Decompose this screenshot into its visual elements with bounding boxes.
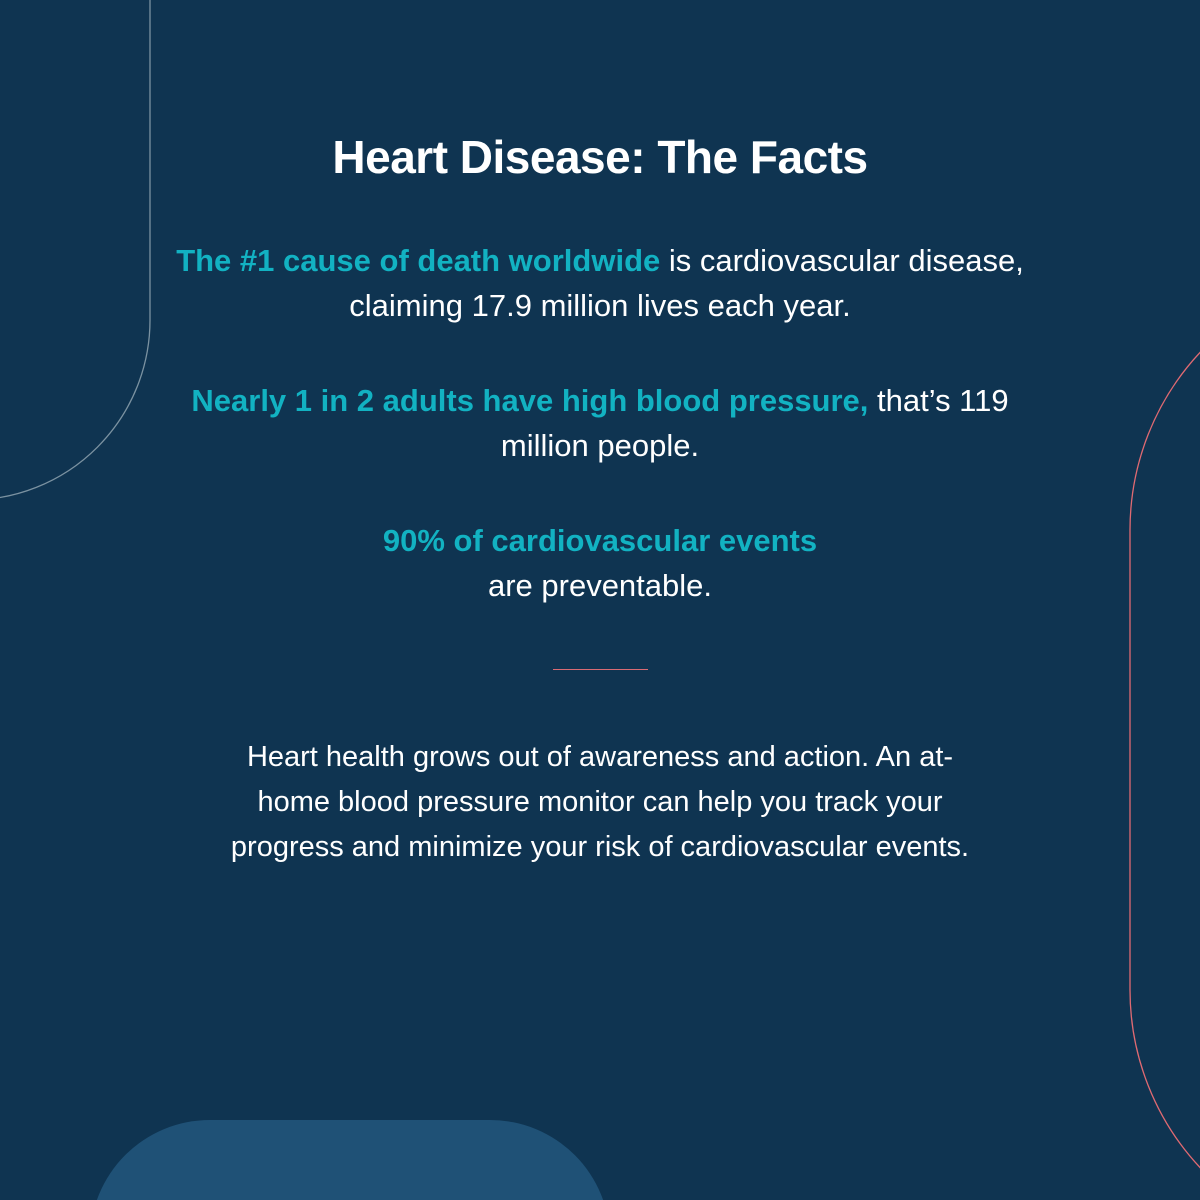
divider-line [553, 669, 648, 670]
fact-3: 90% of cardiovascular events are prevent… [383, 519, 817, 609]
fact-3-highlight: 90% of cardiovascular events [383, 523, 817, 558]
content-area: Heart Disease: The Facts The #1 cause of… [0, 0, 1200, 1200]
fact-2-highlight: Nearly 1 in 2 adults have high blood pre… [191, 383, 868, 418]
fact-1-highlight: The #1 cause of death worldwide [176, 243, 660, 278]
page-title: Heart Disease: The Facts [332, 130, 867, 184]
closing-paragraph: Heart health grows out of awareness and … [225, 735, 975, 870]
fact-2: Nearly 1 in 2 adults have high blood pre… [150, 379, 1050, 469]
fact-1: The #1 cause of death worldwide is cardi… [150, 239, 1050, 329]
fact-3-rest: are preventable. [488, 568, 712, 603]
